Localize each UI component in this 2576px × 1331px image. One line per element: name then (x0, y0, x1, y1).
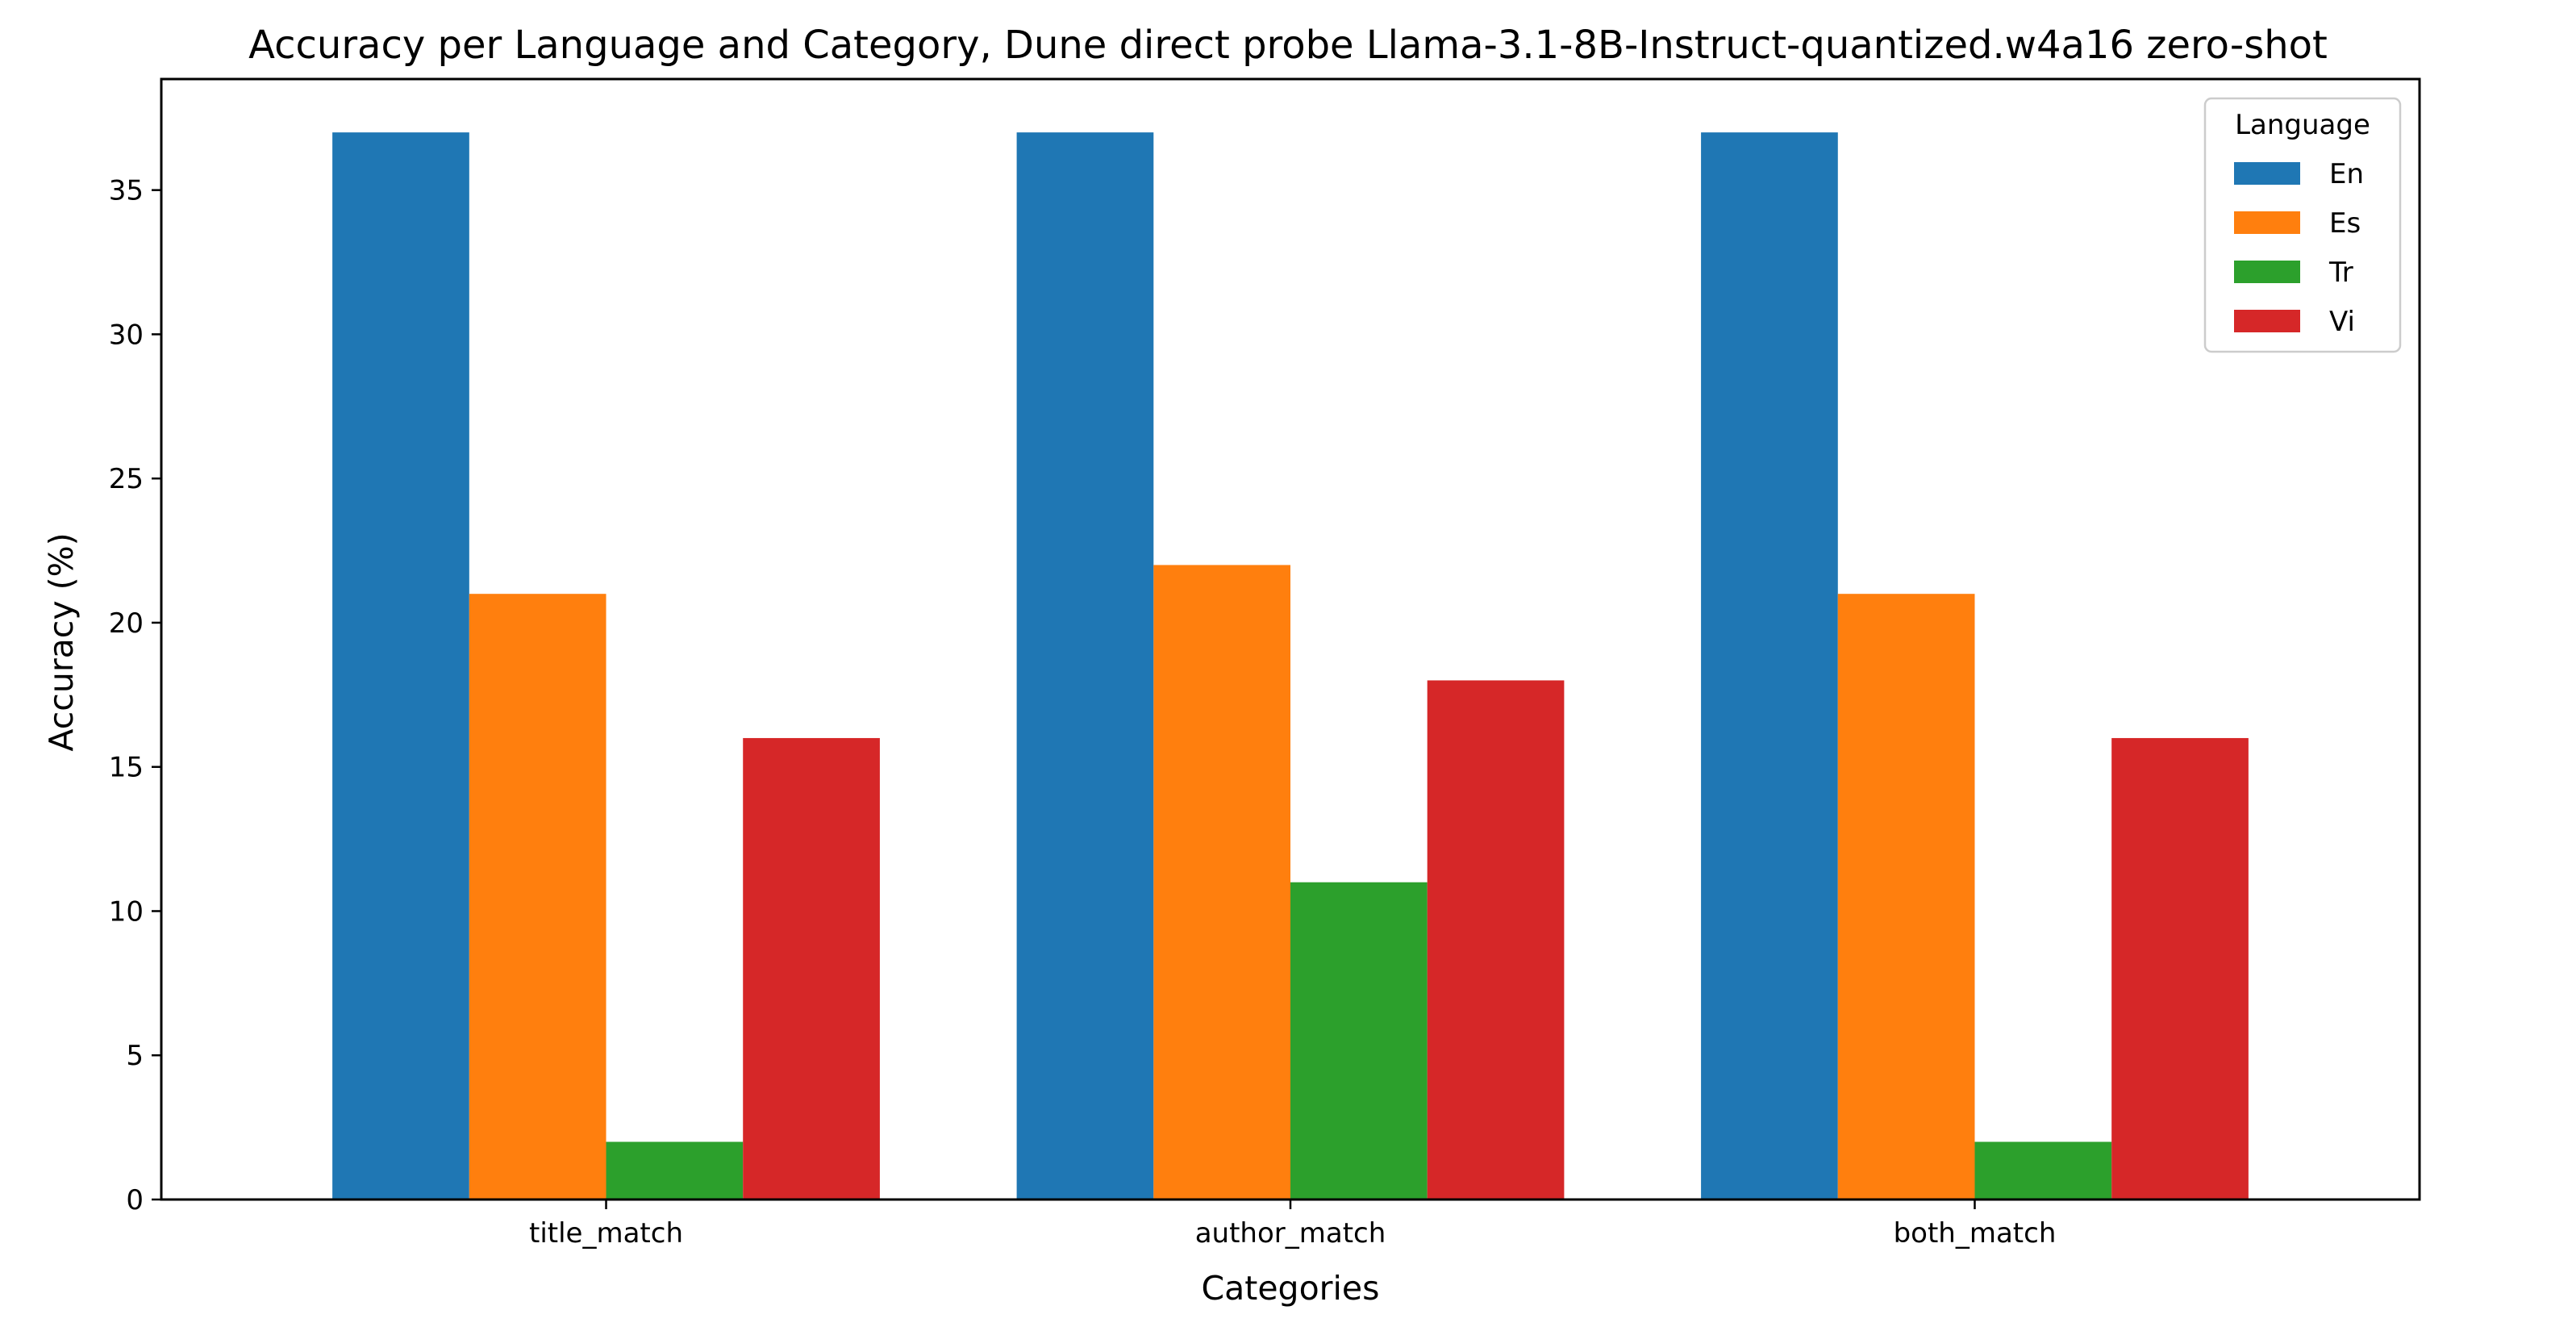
x-axis-label: Categories (1202, 1269, 1380, 1308)
y-tick-label: 15 (109, 752, 144, 784)
legend-box (2203, 97, 2402, 353)
x-axis-ticks: title_match author_match both_match (529, 1200, 2056, 1250)
bar-es-title_match (469, 594, 606, 1200)
legend-swatch-en (2234, 162, 2300, 185)
legend-label-es: Es (2329, 207, 2361, 240)
bar-tr-title_match (606, 1141, 744, 1200)
y-tick-label: 5 (126, 1040, 144, 1072)
legend-swatch-es (2234, 211, 2300, 234)
bar-es-author_match (1153, 565, 1290, 1200)
legend-title: Language (2235, 109, 2370, 141)
legend-swatch-vi (2234, 310, 2300, 332)
y-tick-label: 35 (109, 175, 144, 207)
bars-layer (332, 132, 2249, 1200)
y-axis-ticks: 0 5 10 15 20 25 30 35 (109, 175, 161, 1216)
x-tick-label: both_match (1894, 1217, 2057, 1250)
y-tick-label: 10 (109, 895, 144, 928)
legend-label-tr: Tr (2328, 257, 2353, 289)
y-tick-label: 25 (109, 463, 144, 495)
y-axis-label: Accuracy (%) (42, 532, 81, 751)
chart-title: Accuracy per Language and Category, Dune… (248, 23, 2328, 68)
bar-en-author_match (1016, 132, 1154, 1200)
bar-tr-both_match (1974, 1141, 2112, 1200)
bar-tr-author_match (1290, 882, 1428, 1200)
legend: Language En Es Tr Vi (2203, 97, 2402, 353)
legend-swatch-tr (2234, 261, 2300, 283)
legend-label-en: En (2329, 158, 2364, 190)
bar-en-title_match (332, 132, 469, 1200)
y-tick-label: 0 (126, 1184, 144, 1216)
legend-items: En Es Tr Vi (2234, 158, 2364, 338)
legend-label-vi: Vi (2329, 306, 2355, 338)
bar-en-both_match (1701, 132, 1838, 1200)
x-tick-label: title_match (529, 1217, 683, 1250)
y-tick-label: 30 (109, 319, 144, 351)
bar-vi-both_match (2111, 737, 2249, 1200)
bar-es-both_match (1837, 594, 1975, 1200)
y-tick-label: 20 (109, 607, 144, 640)
bar-vi-title_match (743, 737, 880, 1200)
bar-vi-author_match (1427, 680, 1565, 1200)
x-tick-label: author_match (1195, 1217, 1386, 1250)
